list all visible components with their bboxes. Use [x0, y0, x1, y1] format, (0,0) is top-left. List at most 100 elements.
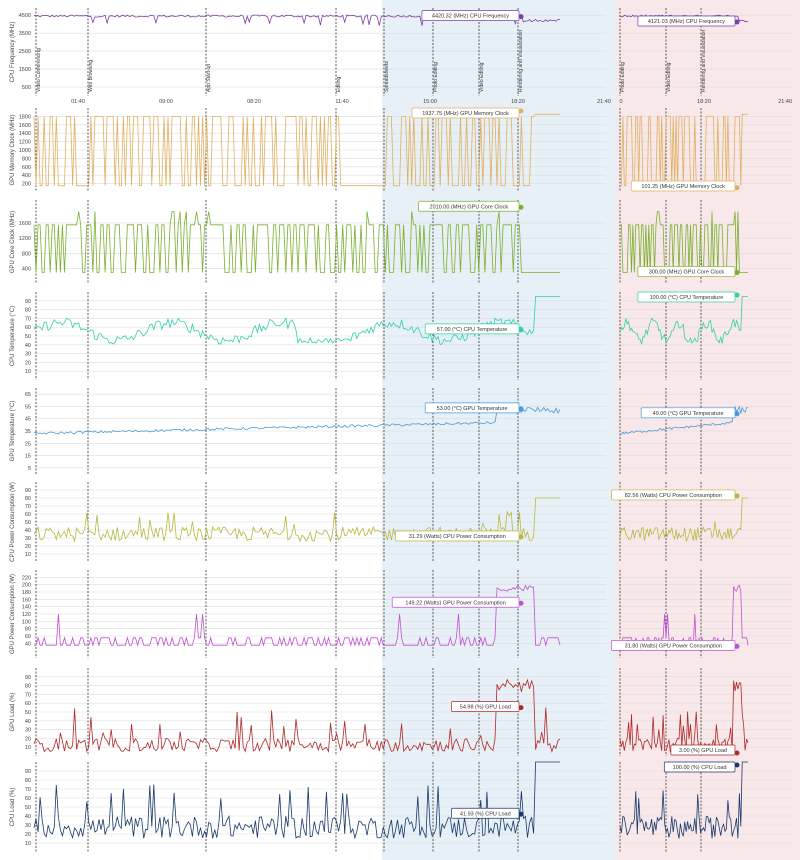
tooltip-text-left: 31.29 (Watts) CPU Power Consumption [409, 534, 506, 540]
y-tick-label: 80 [25, 684, 31, 690]
y-axis-label: CPU Frequency (MHz) [10, 22, 16, 83]
segment-label: Editing [336, 76, 342, 92]
y-axis-label: CPU Temperature (°C) [10, 306, 16, 366]
y-tick-label: 20 [25, 832, 31, 838]
y-axis-label: CPU Load (%) [10, 788, 16, 827]
y-tick-label: 30 [25, 352, 31, 358]
segment-label: Video Editing [666, 62, 672, 92]
y-tick-label: 70 [25, 504, 31, 510]
y-tick-label: 160 [22, 597, 31, 603]
tooltip-dot-left [518, 600, 524, 606]
tooltip-text-right: 3.00 (%) GPU Load [679, 748, 727, 754]
tooltip-box-right [611, 489, 736, 501]
y-tick-label: 1000 [19, 148, 31, 154]
tooltip-text-left: 2010.00 (MHz) GPU Core Clock [430, 204, 509, 210]
y-tick-label: 25 [25, 441, 31, 447]
tooltip-box-right [637, 266, 736, 277]
panel-gpu_core: GPU Core Clock (MHz) 1600 1200 800 400 2010.0… [10, 200, 792, 284]
x-tick-label: 0 [619, 99, 622, 105]
panel-cpu_freq: CPU Frequency (MHz)4500 3500 2500 1500 500 44… [10, 8, 792, 105]
y-tick-label: 800 [22, 251, 31, 257]
y-tick-label: 200 [22, 583, 31, 589]
y-axis-label: GPU Core Clock (MHz) [10, 211, 16, 273]
series-line-right [619, 296, 748, 345]
tooltip-dot-left [518, 811, 524, 817]
tooltip-dot-left [518, 406, 524, 412]
tooltip-text-right: 300.00 (MHz) GPU Core Clock [649, 270, 725, 276]
tooltip-dot-right [734, 750, 740, 756]
y-tick-label: 90 [25, 675, 31, 681]
tooltip-box-left [411, 107, 520, 119]
tooltip-dot-right [734, 643, 740, 649]
tooltip-dot-right [734, 270, 740, 276]
pink-band [616, 0, 800, 860]
tooltip-dot-left [518, 705, 524, 711]
y-tick-label: 1800 [19, 114, 31, 120]
y-tick-label: 100 [22, 619, 31, 625]
tooltip-box-left [418, 200, 520, 212]
y-tick-label: 40 [25, 343, 31, 349]
segment-label: Photo Editing [620, 62, 626, 92]
tooltip-box-right [640, 407, 736, 419]
y-tick-label: 40 [25, 719, 31, 725]
tooltip-box-right [670, 744, 736, 756]
series-line-left [33, 678, 561, 753]
y-tick-label: 60 [25, 325, 31, 331]
y-tick-label: 65 [25, 392, 31, 398]
tooltip-text-right: 101.25 (MHz) GPU Memory Clock [641, 184, 725, 190]
y-tick-label: 3500 [19, 31, 31, 37]
y-tick-label: 80 [25, 496, 31, 502]
y-tick-label: 50 [25, 710, 31, 716]
series-line-left [33, 113, 560, 187]
x-tick-label: 21:40 [597, 99, 611, 105]
tooltip-text-left: 57.00 (°C) CPU Temperature [437, 327, 508, 333]
series-line-right [620, 113, 748, 187]
y-tick-label: 4500 [19, 13, 31, 19]
x-tick-label: 08:20 [247, 99, 261, 105]
segment-label: Rendering and Visualization [701, 30, 707, 92]
y-axis-label: CPU Power Consumption (W) [10, 482, 16, 562]
segment-label: Video Conferencing [36, 48, 42, 92]
y-tick-label: 180 [22, 590, 31, 596]
y-tick-label: 60 [25, 512, 31, 518]
chart-panels: CPU Frequency (MHz)450035002500150050044… [10, 8, 792, 852]
y-tick-label: 140 [22, 605, 31, 611]
y-tick-label: 60 [25, 634, 31, 640]
y-tick-label: 70 [25, 316, 31, 322]
y-tick-label: 400 [22, 267, 31, 273]
tooltip-box-left [451, 807, 520, 819]
series-line-left [33, 406, 561, 435]
tooltip-dot-right [734, 292, 740, 298]
y-tick-label: 50 [25, 805, 31, 811]
y-tick-label: 40 [25, 641, 31, 647]
y-tick-label: 10 [25, 369, 31, 375]
tooltip-dot-right [734, 493, 740, 499]
y-tick-label: 60 [25, 796, 31, 802]
y-tick-label: 30 [25, 823, 31, 829]
x-tick-label: 21:40 [778, 99, 792, 105]
y-tick-label: 800 [22, 156, 31, 162]
tooltip-box-left [395, 530, 520, 542]
tooltip-box-left [391, 596, 520, 608]
y-tick-label: 90 [25, 488, 31, 494]
series-line-right [619, 761, 748, 839]
y-tick-label: 80 [25, 627, 31, 633]
y-axis-label: GPU Load (%) [10, 692, 16, 731]
series-line-left [34, 584, 561, 647]
tooltip-box-left [451, 701, 520, 712]
tooltip-dot-right [734, 411, 740, 417]
tooltip-box-left [424, 402, 520, 414]
tooltip-text-left: 53.00 (°C) GPU Temperature [437, 406, 508, 412]
x-tick-label: 15:00 [423, 99, 437, 105]
y-tick-label: 10 [25, 745, 31, 751]
tooltip-box-right [637, 15, 736, 27]
y-tick-label: 1200 [19, 236, 31, 242]
segment-label: Video Editing [479, 62, 485, 92]
segment-label: Photo Editing [433, 62, 439, 92]
series-line-right [619, 14, 749, 25]
tooltip-box-right [611, 639, 736, 651]
y-tick-label: 1200 [19, 140, 31, 146]
tooltip-dot-right [734, 19, 740, 25]
segment-label: Spreadsheets [384, 61, 390, 92]
